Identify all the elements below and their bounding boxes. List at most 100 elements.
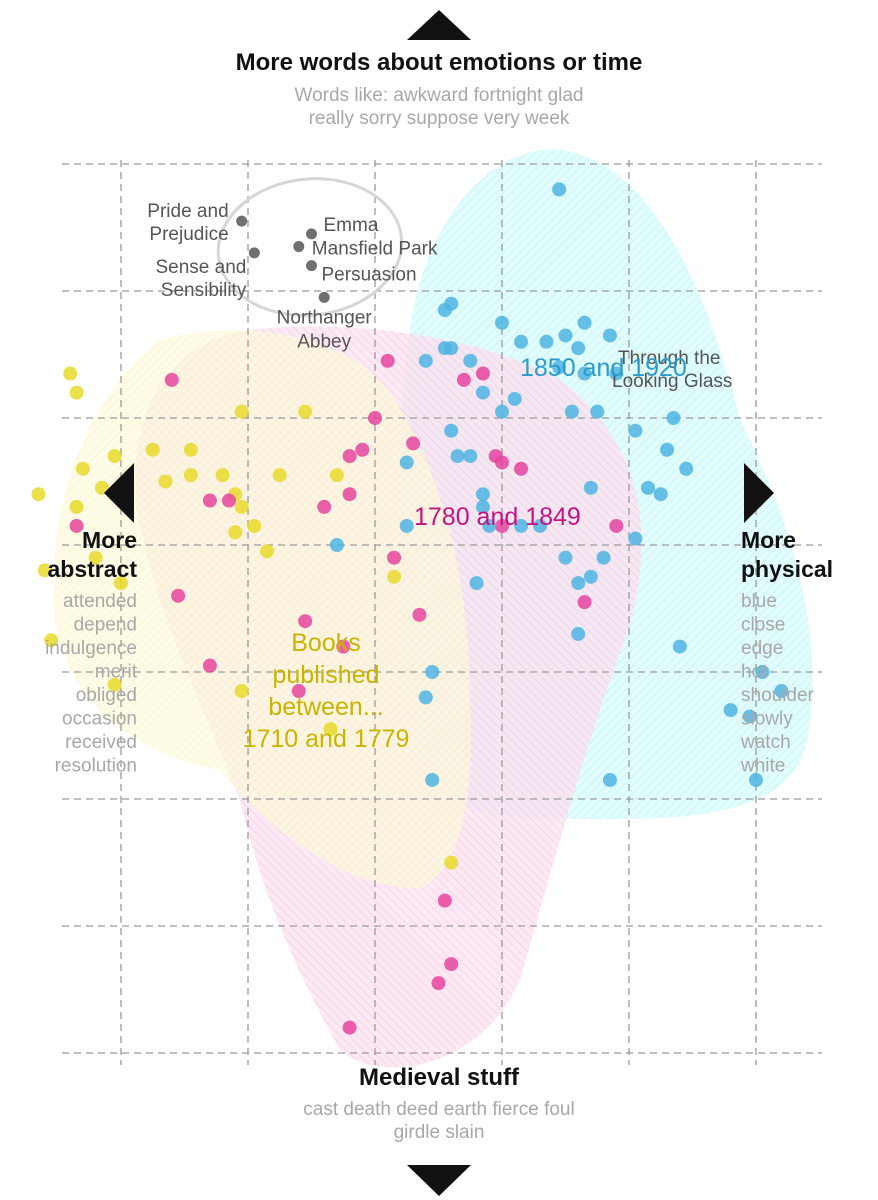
book-point	[221, 493, 236, 508]
book-point	[418, 353, 433, 368]
book-point	[183, 442, 198, 457]
book-point	[114, 576, 128, 591]
book-point	[164, 372, 179, 387]
label-looking-glass-line1: Through the	[618, 348, 720, 369]
book-point	[495, 404, 509, 419]
book-point	[666, 411, 681, 425]
axis-word: white	[740, 756, 785, 777]
austen-book-label: Pride and	[147, 201, 228, 222]
axis-word: edge	[741, 638, 783, 659]
book-point	[533, 518, 548, 533]
bottom-axis-words-line2: girdle slain	[394, 1122, 485, 1143]
book-point	[628, 531, 643, 546]
austen-book-point	[248, 247, 260, 259]
book-point	[475, 385, 490, 400]
book-point	[495, 315, 509, 330]
book-point	[641, 480, 656, 495]
book-point	[336, 639, 351, 654]
book-point	[260, 544, 275, 559]
book-point	[171, 588, 186, 603]
book-point	[183, 468, 198, 483]
austen-book-point	[318, 291, 330, 303]
axis-word: received	[65, 732, 137, 753]
axis-word: occasion	[62, 709, 137, 730]
book-point	[583, 569, 598, 584]
book-point	[628, 423, 643, 438]
axis-word: close	[741, 615, 785, 636]
axis-word: blue	[741, 591, 777, 612]
book-point	[63, 366, 78, 381]
book-point	[602, 772, 617, 787]
book-point	[596, 550, 611, 565]
book-point	[37, 563, 52, 578]
book-point	[399, 455, 414, 470]
axis-word: slowly	[741, 709, 793, 730]
label-1710-1779-line3: between...	[268, 693, 383, 721]
right-axis-title-line2: physical	[741, 556, 833, 582]
book-point	[514, 518, 529, 533]
book-point	[202, 493, 217, 508]
book-point	[583, 480, 598, 495]
book-point	[558, 328, 573, 343]
book-point	[571, 626, 586, 641]
bottom-axis-title: Medieval stuff	[359, 1064, 520, 1091]
book-point	[329, 538, 344, 552]
arrow-down-icon	[407, 1165, 471, 1196]
book-point	[234, 684, 249, 699]
book-point	[247, 518, 262, 533]
book-point	[672, 639, 687, 654]
axis-word: merit	[95, 662, 138, 683]
top-axis-words-line1: Words like: awkward fortnight glad	[295, 85, 584, 106]
book-point	[609, 518, 624, 533]
book-point	[31, 487, 46, 502]
book-point	[75, 461, 90, 476]
grid	[62, 160, 822, 1065]
book-point	[399, 518, 414, 533]
book-point	[444, 957, 459, 972]
book-point	[355, 442, 370, 457]
book-point	[329, 468, 344, 483]
book-point	[475, 499, 490, 514]
book-point	[755, 665, 770, 679]
book-point	[475, 366, 490, 381]
book-point	[552, 182, 567, 197]
book-point	[602, 328, 617, 343]
book-point	[437, 303, 452, 318]
label-1780-1849: 1780 and 1849	[414, 503, 581, 531]
book-point	[158, 474, 173, 489]
label-looking-glass-line2: Looking Glass	[612, 371, 732, 392]
book-point	[507, 391, 522, 406]
book-point	[44, 633, 59, 648]
book-point	[88, 550, 103, 565]
book-point	[514, 461, 529, 476]
label-1710-1779-line4: 1710 and 1779	[243, 725, 410, 753]
book-point	[145, 442, 160, 457]
austen-book-label: Persuasion	[322, 265, 417, 286]
book-point	[653, 487, 668, 502]
book-point	[69, 499, 84, 514]
austen-book-label: Northanger	[277, 307, 373, 328]
book-point	[387, 550, 402, 565]
book-point	[342, 1020, 357, 1035]
axis-word: watch	[740, 732, 791, 753]
book-point	[742, 709, 757, 724]
book-point	[590, 404, 605, 419]
book-point	[202, 658, 217, 673]
region-1710-1779	[53, 330, 471, 889]
austen-book-point	[306, 260, 317, 272]
book-point	[444, 423, 459, 438]
book-point	[272, 468, 287, 483]
book-point	[94, 480, 109, 495]
book-point	[234, 499, 249, 514]
book-point	[749, 772, 763, 787]
book-point	[69, 518, 84, 533]
book-point	[660, 442, 675, 457]
book-point	[495, 518, 509, 533]
book-point	[774, 684, 789, 699]
austen-book-label: Abbey	[297, 331, 351, 352]
book-point	[571, 341, 586, 356]
book-point	[368, 411, 382, 425]
